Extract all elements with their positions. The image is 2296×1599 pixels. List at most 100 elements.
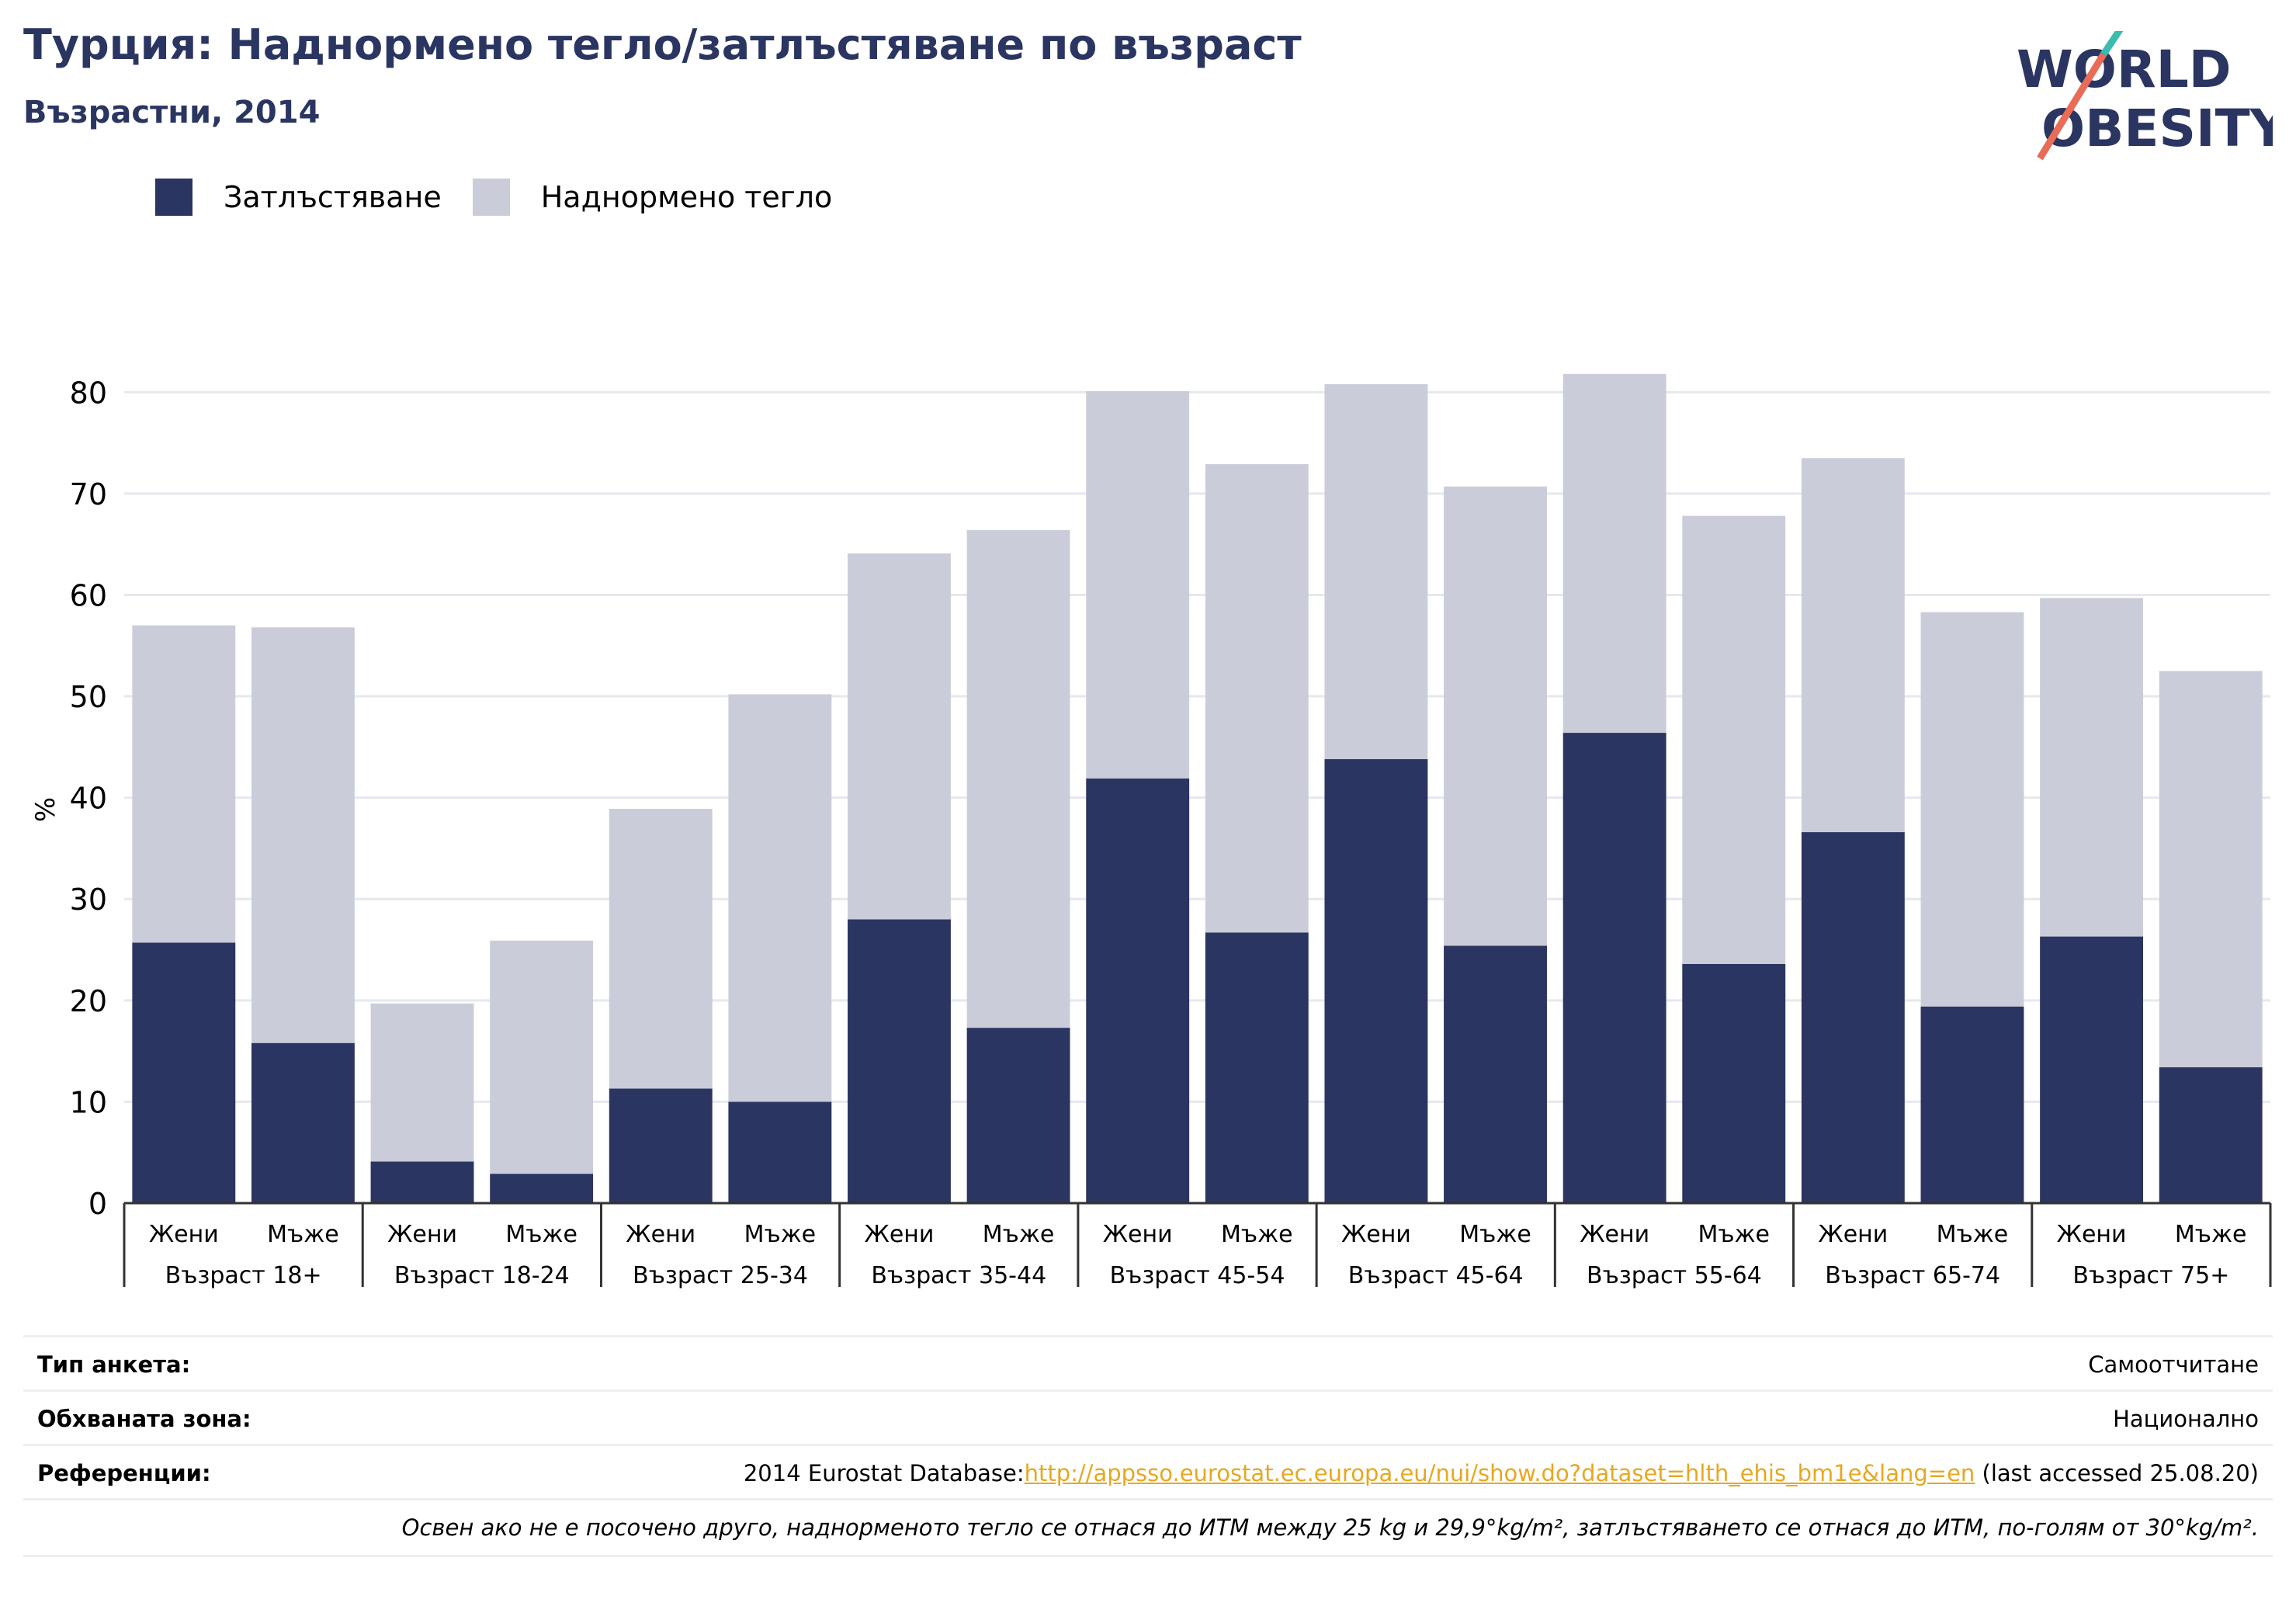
bar-obesity [2159,1067,2263,1203]
x-sub-label: Мъже [1459,1221,1531,1248]
legend-label-overweight: Наднормено тегло [540,180,833,214]
x-group-label: Възраст 25-34 [633,1262,808,1289]
bar-overweight [609,809,713,1089]
bar-overweight [251,627,355,1043]
bar-overweight [132,625,236,943]
x-sub-label: Жени [1103,1221,1173,1248]
bar-overweight [370,1003,474,1162]
bar-overweight [1324,383,1428,760]
bar-overweight [1444,486,1547,946]
x-sub-label: Мъже [983,1221,1055,1248]
x-sub-label: Мъже [2175,1221,2247,1248]
y-tick-label: 10 [70,1085,107,1119]
x-sub-label: Жени [1580,1221,1649,1248]
bar-obesity [1562,733,1667,1203]
bar-overweight [1205,464,1309,933]
info-key: Тип анкета: [37,1351,191,1378]
info-row-references: Референции: 2014 Eurostat Database:http:… [23,1444,2273,1500]
bar-obesity [1444,945,1547,1203]
bar-obesity [1086,778,1190,1203]
reference-prefix: 2014 Eurostat Database: [743,1460,1025,1486]
x-sub-label: Жени [149,1221,219,1248]
info-row-note: Освен ако не е посочено друго, наднормен… [23,1498,2273,1557]
info-row-survey-type: Тип анкета: Самоотчитане [23,1335,2273,1392]
logo-line1: WORLD [2017,40,2232,99]
bar-overweight [490,940,594,1174]
x-group-label: Възраст 35-44 [871,1262,1046,1289]
chart-subtitle: Възрастни, 2014 [23,95,321,130]
bar-overweight [1682,515,1786,964]
legend-label-obesity: Затлъстяване [224,180,442,214]
reference-value: 2014 Eurostat Database:http://appsso.eur… [744,1460,2273,1486]
info-value: Самоотчитане [2088,1351,2259,1378]
y-tick-label: 60 [70,578,107,612]
info-value: Национално [2113,1406,2259,1432]
stacked-bar-chart: 0 10 20 30 40 50 60 70 80% Жени Мъже Жени Мъже Жени Мъ… [30,373,2272,1289]
x-sub-label: Мъже [505,1221,577,1248]
definition-note: Освен ако не е посочено друго, наднормен… [401,1514,2259,1541]
x-group-label: Възраст 65-74 [1825,1262,2000,1289]
bar-overweight [2040,598,2144,937]
legend: Затлъстяване Наднормено тегло [155,179,863,216]
legend-item-overweight: Наднормено тегло [472,179,833,216]
x-group-label: Възраст 45-64 [1348,1262,1524,1289]
bar-overweight [728,694,832,1102]
x-sub-label: Мъже [267,1221,339,1248]
reference-link[interactable]: http://appsso.eurostat.ec.europa.eu/nui/… [1024,1460,1975,1486]
logo-line2: OBESITY [2041,99,2273,158]
world-obesity-logo: WORLD OBESITY [2017,31,2273,161]
bar-obesity [2040,936,2144,1203]
x-sub-label: Жени [626,1221,695,1248]
x-group-label: Възраст 55-64 [1587,1262,1762,1289]
logo-slash-orange [2037,52,2107,161]
info-key: Обхваната зона: [37,1406,251,1432]
x-sub-label: Жени [387,1221,457,1248]
x-sub-label: Мъже [1698,1221,1770,1248]
info-row-coverage: Обхваната зона: Национално [23,1389,2273,1446]
bar-obesity [1682,963,1786,1203]
bar-obesity [1920,1006,2024,1203]
y-axis-label: % [30,797,61,822]
bar-obesity [370,1161,474,1203]
x-group-label: Възраст 18-24 [394,1262,570,1289]
bar-overweight [966,529,1070,1028]
x-sub-label: Жени [1818,1221,1888,1248]
legend-swatch-obesity [155,179,192,216]
bar-overweight [848,553,951,920]
bar-overweight [1562,373,1667,734]
bar-obesity [728,1101,832,1203]
y-tick-label: 50 [70,680,107,714]
bar-obesity [848,919,951,1203]
bar-obesity [1205,932,1309,1203]
bar-obesity [1324,759,1428,1203]
x-sub-label: Мъже [1221,1221,1293,1248]
y-tick-label: 0 [88,1187,107,1221]
y-tick-label: 70 [70,477,107,512]
bar-overweight [1801,458,1905,833]
x-sub-label: Жени [865,1221,935,1248]
legend-swatch-overweight [472,179,510,216]
x-sub-label: Мъже [1937,1221,2009,1248]
info-key: Референции: [37,1460,211,1486]
x-group-label: Възраст 75+ [2072,1262,2229,1289]
logo-slash-teal [2100,31,2124,57]
y-tick-label: 40 [70,782,107,816]
y-tick-label: 30 [70,883,107,917]
y-tick-label: 20 [70,984,107,1018]
bar-obesity [490,1174,594,1203]
bar-overweight [2159,671,2263,1068]
x-sub-label: Жени [1341,1221,1411,1248]
x-sub-label: Жени [2057,1221,2127,1248]
y-tick-label: 80 [70,376,107,410]
x-group-label: Възраст 45-54 [1110,1262,1285,1289]
bar-obesity [966,1028,1070,1203]
reference-suffix: (last accessed 25.08.20) [1975,1460,2260,1486]
x-group-label: Възраст 18+ [165,1262,322,1289]
chart-title: Турция: Наднормено тегло/затлъстяване по… [23,20,1302,69]
bar-overweight [1086,390,1190,779]
bar-overweight [1920,612,2024,1007]
legend-item-obesity: Затлъстяване [155,179,442,216]
bar-obesity [609,1088,713,1203]
x-sub-label: Мъже [744,1221,817,1248]
bar-obesity [1801,832,1905,1203]
